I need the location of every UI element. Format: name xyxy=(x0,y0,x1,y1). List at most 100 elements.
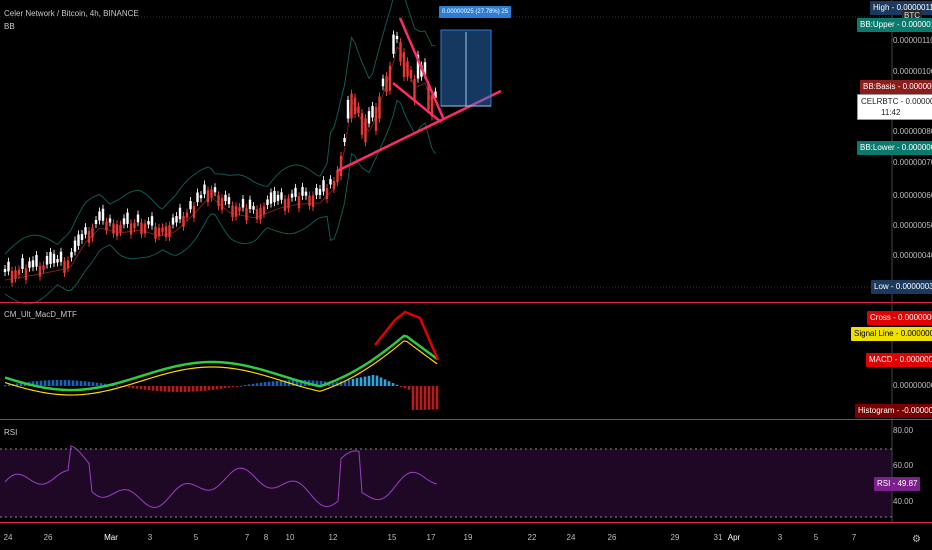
bb-indicator-label[interactable]: BB xyxy=(4,22,15,31)
time-axis-label: 26 xyxy=(607,533,617,542)
macd-histogram-bar xyxy=(299,380,303,386)
price-candle xyxy=(45,255,49,265)
price-candle xyxy=(304,191,308,196)
price-candle xyxy=(332,181,336,189)
bb-lower-line xyxy=(4,99,436,305)
price-candle xyxy=(49,251,52,264)
symbol-price-badge: CELRBTC - 0.0000009011:42 xyxy=(857,94,932,120)
bb-upper-badge: BB:Upper - 0.00000115 xyxy=(857,18,932,32)
bb-lower-badge: BB:Lower - 0.00000075 xyxy=(857,141,932,155)
price-candle xyxy=(10,270,14,283)
price-candle xyxy=(322,180,325,192)
gear-icon[interactable]: ⚙ xyxy=(912,534,921,545)
price-candle xyxy=(283,199,287,211)
price-candle xyxy=(168,225,171,238)
price-candle xyxy=(136,214,140,223)
price-candle xyxy=(42,265,45,270)
price-candle xyxy=(262,206,266,215)
price-tick: 0.00000060 xyxy=(893,191,932,200)
price-candle xyxy=(434,91,437,98)
wedge-trendline-lower xyxy=(392,82,442,123)
price-candle xyxy=(84,227,87,235)
macd-histogram-bar xyxy=(79,380,83,386)
price-candle xyxy=(192,205,196,218)
macd-histogram-bar xyxy=(367,375,371,386)
price-candle xyxy=(161,227,164,232)
time-axis-label: Mar xyxy=(104,533,118,542)
price-candle xyxy=(308,195,311,206)
macd-histogram-bar xyxy=(163,386,167,392)
high-badge: High - 0.00000118 xyxy=(870,1,932,15)
price-candle xyxy=(182,215,185,227)
macd-histogram-bar xyxy=(211,386,215,390)
price-candle xyxy=(28,261,31,268)
price-candle xyxy=(17,269,21,275)
macd-histogram-bar xyxy=(343,380,347,386)
pane-separator-rsi[interactable] xyxy=(0,419,932,420)
price-candle xyxy=(290,193,294,198)
price-candle xyxy=(266,199,269,205)
macd-histogram-bar xyxy=(207,386,211,391)
price-candle xyxy=(203,184,206,195)
chart-symbol-title[interactable]: Celer Network / Bitcoin, 4h, BINANCE xyxy=(4,9,139,18)
high-badge-value: 0.00000118 xyxy=(896,3,932,12)
price-candle xyxy=(388,65,392,91)
price-candle xyxy=(241,198,245,208)
macd-histogram-bar xyxy=(55,380,59,386)
macd-line-bearish xyxy=(374,310,440,361)
histogram-label: Histogram xyxy=(858,406,895,415)
macd-histogram-bar xyxy=(219,386,223,389)
histogram-value: -0.00000003 xyxy=(901,406,932,415)
time-axis-label: Apr xyxy=(727,533,741,542)
measure-tool-label[interactable]: 0.00000025 (27.78%) 25 xyxy=(439,6,512,18)
histogram-badge: Histogram - -0.00000003 xyxy=(855,404,932,418)
macd-histogram-bar xyxy=(247,384,251,386)
price-candle xyxy=(360,113,364,135)
pane-separator-macd[interactable] xyxy=(0,302,932,303)
macd-histogram-bar xyxy=(359,377,363,386)
rsi-line xyxy=(4,445,438,508)
price-candle xyxy=(350,93,353,119)
price-candle xyxy=(420,65,423,77)
macd-histogram-bar xyxy=(411,386,415,410)
macd-indicator-label[interactable]: CM_Ult_MacD_MTF xyxy=(4,310,77,319)
macd-value: 0.00000003 xyxy=(899,355,932,364)
price-candle xyxy=(231,205,234,218)
price-candle xyxy=(80,234,84,240)
macd-histogram-bar xyxy=(59,380,63,386)
macd-histogram-bar xyxy=(391,383,395,386)
price-candle xyxy=(217,195,220,207)
macd-histogram-bar xyxy=(407,386,411,390)
price-candle xyxy=(108,218,112,223)
macd-histogram-bar xyxy=(415,386,419,410)
price-candle xyxy=(353,97,357,115)
macd-histogram-bar xyxy=(395,384,399,386)
time-axis-label: 3 xyxy=(147,533,153,542)
macd-histogram-bar xyxy=(275,380,279,386)
macd-histogram-bar xyxy=(363,376,367,386)
price-candle xyxy=(423,62,427,75)
macd-histogram-bar xyxy=(283,380,287,386)
macd-histogram-bar xyxy=(371,374,375,386)
macd-histogram-bar xyxy=(403,386,407,389)
price-candle xyxy=(378,96,381,119)
signal-line xyxy=(4,340,438,396)
macd-histogram-bar xyxy=(347,379,351,386)
price-candle xyxy=(259,207,262,220)
price-candle xyxy=(238,206,241,212)
macd-histogram-bar xyxy=(71,380,75,386)
price-candle xyxy=(206,190,210,203)
price-candle xyxy=(357,106,360,114)
rsi-indicator-label[interactable]: RSI xyxy=(4,428,18,437)
macd-histogram-bar xyxy=(191,386,195,392)
bb-upper-line xyxy=(4,0,436,255)
price-candle xyxy=(98,211,101,221)
time-axis-label: 7 xyxy=(244,533,250,542)
price-candle xyxy=(3,269,7,272)
price-candle xyxy=(381,78,385,87)
macd-histogram-bar xyxy=(7,384,11,386)
price-candle xyxy=(21,258,24,269)
